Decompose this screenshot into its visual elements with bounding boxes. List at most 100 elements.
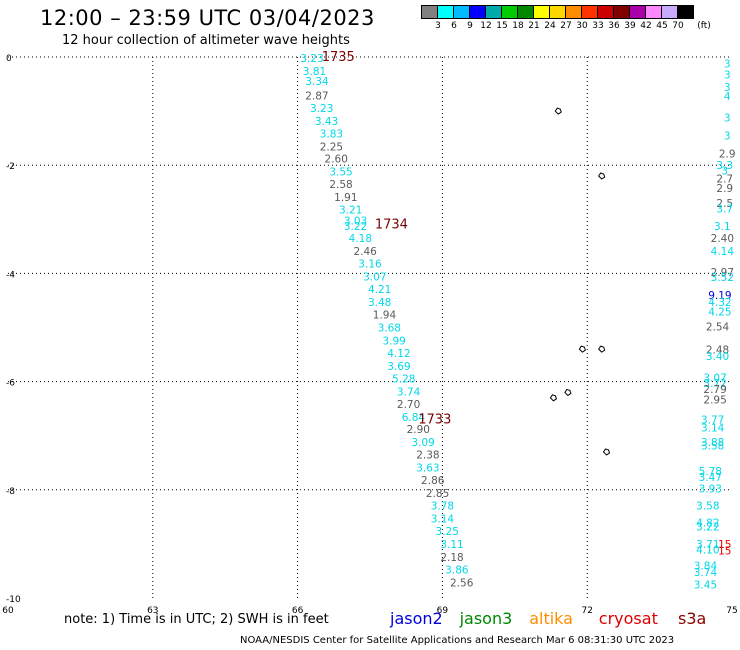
colorbar-tick-label: 24 (544, 21, 556, 31)
data-point-label: 4.12 (387, 348, 410, 360)
data-point-label: 4.14 (711, 246, 735, 258)
colorbar-tick-label: 18 (512, 21, 524, 31)
data-point-label: 3 (721, 166, 728, 178)
data-point-label: 3.7 (716, 203, 733, 215)
data-point-label: 3.68 (378, 323, 401, 335)
data-point-label: 3.22 (696, 522, 719, 534)
colorbar-tick-label: 3 (435, 21, 441, 31)
colorbar-tick-label: 36 (608, 21, 620, 31)
colorbar-tick-label: 33 (592, 21, 604, 31)
data-point-label: 1.94 (373, 310, 397, 322)
island-outline (598, 345, 606, 353)
colorbar-tick-label: 42 (640, 21, 652, 31)
data-point-label: 3.52 (711, 272, 734, 284)
data-point-label: 4.25 (708, 306, 731, 318)
legend-item-altika: altika (529, 609, 573, 628)
data-point-label: 3.72 (703, 378, 726, 390)
y-tick-label: -6 (6, 379, 15, 389)
data-point-label: 3.14 (431, 513, 455, 525)
pass-time-label: 1733 (418, 412, 451, 427)
data-point-label: 3.69 (387, 361, 410, 373)
data-point-label: 4.21 (368, 284, 391, 296)
colorbar-tick-label: 6 (451, 21, 457, 31)
colorbar-tick-label: 15 (496, 21, 508, 31)
y-tick-label: -2 (6, 162, 15, 172)
colorbar-tick-label: 30 (576, 21, 588, 31)
data-point-label: 2.25 (320, 141, 343, 153)
data-point-label: 4.10 (696, 544, 719, 556)
data-point-label: 15 (718, 545, 731, 557)
colorbar-labels: 3 6 9 12 15 18 21 24 27 30 33 36 39 42 45 70 (ft) (422, 21, 740, 33)
data-point-label: 2.85 (426, 488, 449, 500)
data-point-label: 6.84 (402, 412, 426, 424)
data-point-label: 3 (724, 69, 731, 81)
data-point-label: 3.83 (320, 128, 343, 140)
data-point-label: 5.28 (392, 373, 415, 385)
chart-title: 12:00 – 23:59 UTC 03/04/2023 (40, 6, 375, 30)
data-point-label: 15 (718, 539, 731, 551)
data-point-label: 3.16 (358, 259, 382, 271)
data-point-label: 3.48 (368, 297, 391, 309)
data-point-label: 2.86 (421, 475, 445, 487)
data-point-label: 3.88 (701, 437, 724, 449)
data-point-label: 2.95 (703, 394, 726, 406)
legend-item-cryosat: cryosat (598, 609, 658, 628)
colorbar-tick-label: 9 (467, 21, 473, 31)
data-point-label: 3.74 (397, 386, 421, 398)
data-point-label: 2.87 (305, 90, 328, 102)
data-point-label: 3.58 (701, 440, 724, 452)
colorbar (421, 5, 694, 19)
x-tick-label: 72 (581, 606, 592, 616)
x-tick-label: 75 (726, 606, 737, 616)
data-point-label: 3.1 (714, 221, 731, 233)
data-point-label: 4.18 (349, 233, 372, 245)
data-point-label: 2.97 (711, 267, 734, 279)
data-point-label: 2.58 (329, 179, 352, 191)
data-point-label: 2.56 (450, 577, 474, 589)
data-point-label: 3.55 (329, 167, 352, 179)
data-point-label: 3 (724, 130, 731, 142)
data-point-label: 3 (724, 58, 731, 70)
data-point-label: 3.23 (300, 53, 323, 65)
data-point-label: 1.91 (334, 192, 357, 204)
data-point-label: 2.18 (440, 552, 463, 564)
footer-credit: NOAA/NESDIS Center for Satellite Applica… (240, 635, 675, 646)
data-point-label: 2.54 (706, 321, 730, 333)
data-point-label: 3.03 (344, 215, 367, 227)
pass-time-label: 1734 (375, 218, 408, 233)
colorbar-tick-label: 12 (480, 21, 492, 31)
island-outline (564, 388, 572, 397)
colorbar-tick-label: 39 (624, 21, 636, 31)
data-point-label: 3.07 (363, 272, 386, 284)
data-point-label: 3.09 (411, 437, 434, 449)
data-point-label: 5.78 (699, 466, 722, 478)
data-point-label: 3.21 (339, 205, 362, 217)
data-point-label: 2.46 (353, 246, 377, 258)
chart-subtitle: 12 hour collection of altimeter wave hei… (62, 33, 350, 48)
data-point-label: 3.86 (445, 564, 469, 576)
data-point-label: 3.84 (694, 561, 718, 573)
data-point-label: 3.25 (436, 526, 459, 538)
x-tick-label: 63 (147, 606, 158, 616)
data-point-label: 3.3 (716, 160, 733, 172)
footer-note: note: 1) Time is in UTC; 2) SWH is in fe… (64, 612, 329, 627)
data-point-label: 3.45 (694, 579, 717, 591)
legend-item-s3a: s3a (678, 609, 707, 628)
data-point-label: 3.23 (310, 103, 333, 115)
colorbar-tick-label: 45 (656, 21, 668, 31)
y-tick-label: -4 (6, 270, 15, 280)
data-point-label: 3.34 (305, 76, 329, 88)
legend-item-jason2: jason2 (390, 609, 443, 628)
data-point-label: 2.70 (397, 399, 420, 411)
data-point-label: 3.58 (696, 500, 719, 512)
data-point-label: 3.93 (699, 484, 722, 496)
data-point-label: 4.32 (708, 297, 731, 309)
data-point-label: 3.40 (706, 351, 729, 363)
data-point-label: 3.99 (382, 335, 405, 347)
data-point-label: 3.63 (416, 463, 439, 475)
data-point-label: 9.19 (708, 290, 731, 302)
y-tick-label: 0 (6, 54, 12, 64)
data-point-label: 3.07 (703, 372, 726, 384)
colorbar-tick-label: 21 (528, 21, 540, 31)
